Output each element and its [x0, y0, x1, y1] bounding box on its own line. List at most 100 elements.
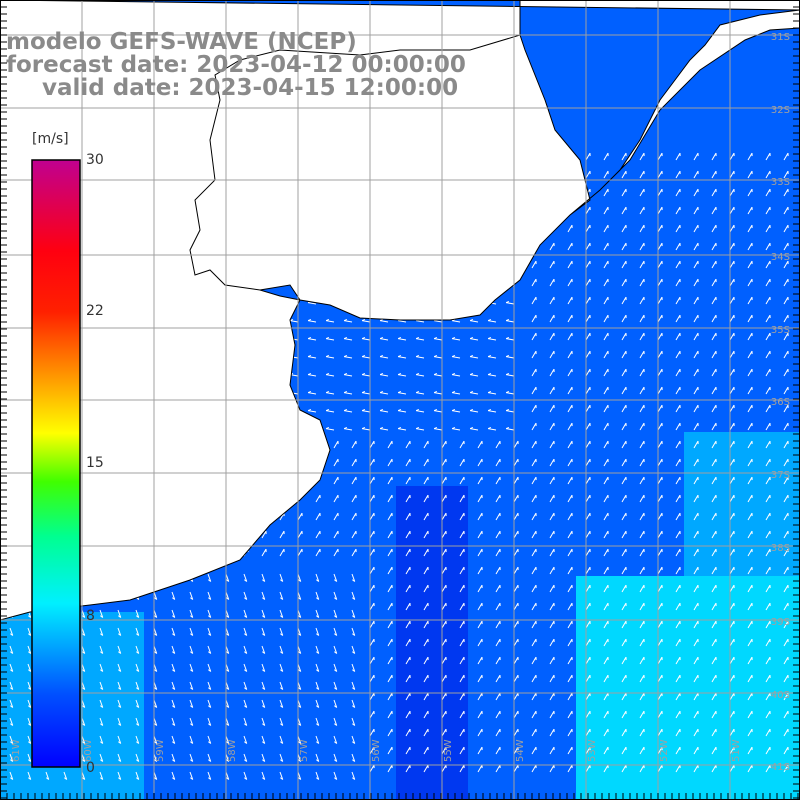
ocean-cell	[720, 90, 738, 108]
wind-arrow	[189, 681, 194, 690]
ocean-cell	[288, 612, 306, 630]
ocean-cell	[432, 630, 450, 648]
wind-arrow-head	[244, 651, 248, 654]
ocean-cell	[522, 432, 540, 450]
wind-arrow	[657, 620, 663, 629]
ocean-cell	[648, 306, 666, 324]
wind-arrow	[344, 356, 353, 359]
ocean-cell	[396, 558, 414, 576]
wind-arrow	[729, 638, 735, 647]
wind-arrow	[470, 410, 479, 413]
wind-arrow	[405, 710, 411, 719]
wind-arrow	[765, 152, 771, 161]
ocean-cell	[684, 108, 702, 126]
wind-arrow	[675, 476, 681, 485]
ocean-cell	[144, 648, 162, 666]
ocean-cell	[378, 396, 396, 414]
ocean-cell	[522, 378, 540, 396]
wind-arrow	[603, 152, 609, 161]
ocean-cell	[450, 342, 468, 360]
ocean-cell	[252, 738, 270, 756]
wind-arrow	[441, 620, 447, 629]
ocean-cell	[576, 540, 594, 558]
wind-arrow	[783, 620, 789, 629]
wind-arrow	[441, 674, 447, 683]
ocean-cell	[576, 432, 594, 450]
wind-arrow	[675, 170, 681, 179]
wind-arrow	[333, 753, 338, 762]
ocean-cell	[324, 414, 342, 432]
wind-arrow	[765, 170, 771, 179]
wind-arrow	[603, 296, 609, 305]
wind-arrow	[621, 620, 627, 629]
wind-arrow	[333, 663, 338, 672]
ocean-cell	[414, 540, 432, 558]
ocean-cell	[504, 774, 522, 792]
wind-arrow-head	[154, 741, 158, 744]
wind-arrow	[783, 332, 789, 341]
wind-arrow	[585, 476, 591, 485]
ocean-cell	[540, 432, 558, 450]
ocean-cell	[162, 738, 180, 756]
wind-arrow	[405, 476, 411, 485]
wind-arrow-head	[226, 687, 230, 690]
ocean-cell	[306, 630, 324, 648]
ocean-cell	[738, 666, 756, 684]
ocean-cell	[666, 180, 684, 198]
wind-arrow	[711, 350, 717, 359]
wind-arrow	[495, 620, 501, 629]
wind-arrow	[783, 584, 789, 593]
wind-arrow-head	[316, 597, 320, 600]
wind-arrow	[333, 591, 338, 600]
ocean-cell	[792, 396, 800, 414]
wind-arrow	[747, 368, 753, 377]
wind-arrow	[441, 512, 447, 521]
ocean-cell	[630, 594, 648, 612]
wind-arrow	[117, 735, 122, 744]
wind-arrow	[765, 206, 771, 215]
ocean-cell	[486, 378, 504, 396]
ocean-cell	[666, 468, 684, 486]
ocean-cell	[432, 378, 450, 396]
ocean-cell	[198, 630, 216, 648]
ocean-cell	[684, 612, 702, 630]
wind-arrow	[549, 710, 555, 719]
wind-arrow-head	[208, 579, 212, 582]
wind-arrow-head	[208, 723, 212, 726]
wind-arrow	[279, 591, 284, 600]
wind-arrow	[495, 584, 501, 593]
wind-arrow	[657, 440, 663, 449]
wind-arrow-head	[118, 759, 122, 762]
wind-arrow	[351, 663, 356, 672]
ocean-cell	[666, 144, 684, 162]
wind-arrow	[783, 602, 789, 611]
ocean-cell	[594, 234, 612, 252]
wind-arrow	[405, 602, 411, 611]
wind-arrow	[765, 494, 771, 503]
wind-arrow	[711, 692, 717, 701]
ocean-cell	[774, 126, 792, 144]
ocean-cell	[558, 108, 576, 126]
wind-arrow	[207, 573, 212, 582]
ocean-cell	[774, 774, 792, 792]
wind-arrow	[603, 386, 609, 395]
ocean-cell	[594, 648, 612, 666]
ocean-cell	[540, 18, 558, 36]
ocean-cell	[342, 432, 360, 450]
wind-arrow	[513, 620, 519, 629]
ocean-cell	[234, 612, 252, 630]
wind-arrow	[639, 584, 645, 593]
wind-arrow	[405, 494, 411, 503]
wind-arrow	[387, 620, 393, 629]
wind-arrow	[657, 170, 663, 179]
wind-arrow	[531, 548, 537, 557]
ocean-cell	[576, 378, 594, 396]
ocean-cell	[126, 774, 144, 792]
wind-arrow	[621, 224, 627, 233]
ocean-cell	[360, 666, 378, 684]
wind-arrow	[452, 374, 461, 377]
wind-arrow	[711, 332, 717, 341]
ocean-cell	[432, 540, 450, 558]
wind-arrow	[657, 350, 663, 359]
ocean-cell	[144, 630, 162, 648]
